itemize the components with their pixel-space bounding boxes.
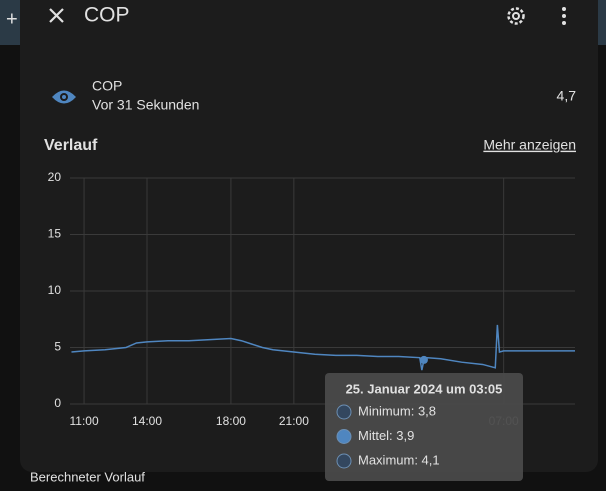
settings-button[interactable]: [507, 7, 525, 25]
tooltip-swatch: [336, 429, 352, 444]
x-tick-label: 11:00: [69, 414, 98, 428]
background-label: Berechneter Vorlauf: [30, 469, 145, 484]
menu-button[interactable]: [562, 7, 566, 25]
x-tick-label: 18:00: [216, 414, 246, 428]
entity-time: Vor 31 Sekunden: [92, 97, 199, 113]
tooltip-swatch: [336, 404, 352, 420]
series-line: [71, 324, 575, 371]
tooltip-swatch: [336, 453, 352, 469]
y-tick-label: 20: [48, 170, 62, 184]
dialog: [20, 0, 598, 472]
x-tick-label: 14:00: [132, 414, 162, 428]
y-tick-label: 0: [54, 396, 61, 410]
entity-state: 4,7: [557, 88, 577, 104]
tooltip-title: 25. Januar 2024 um 03:05: [346, 381, 503, 396]
plus-icon: +: [6, 8, 18, 30]
more-link[interactable]: Mehr anzeigen: [483, 137, 576, 153]
dialog-title: COP: [84, 4, 130, 27]
tooltip-item: Maximum: 4,1: [358, 452, 440, 467]
eye-icon: [52, 90, 76, 104]
hover-point: [419, 355, 428, 364]
entity-name: COP: [92, 78, 122, 94]
tooltip-item: Mittel: 3,9: [358, 428, 414, 443]
section-title: Verlauf: [44, 137, 98, 154]
close-button[interactable]: [49, 8, 64, 23]
y-tick-label: 15: [48, 227, 62, 241]
y-tick-label: 10: [48, 283, 62, 297]
y-tick-label: 5: [54, 340, 61, 354]
x-tick-label: 21:00: [279, 414, 309, 428]
tooltip: [325, 373, 523, 481]
tooltip-item: Minimum: 3,8: [358, 403, 436, 418]
